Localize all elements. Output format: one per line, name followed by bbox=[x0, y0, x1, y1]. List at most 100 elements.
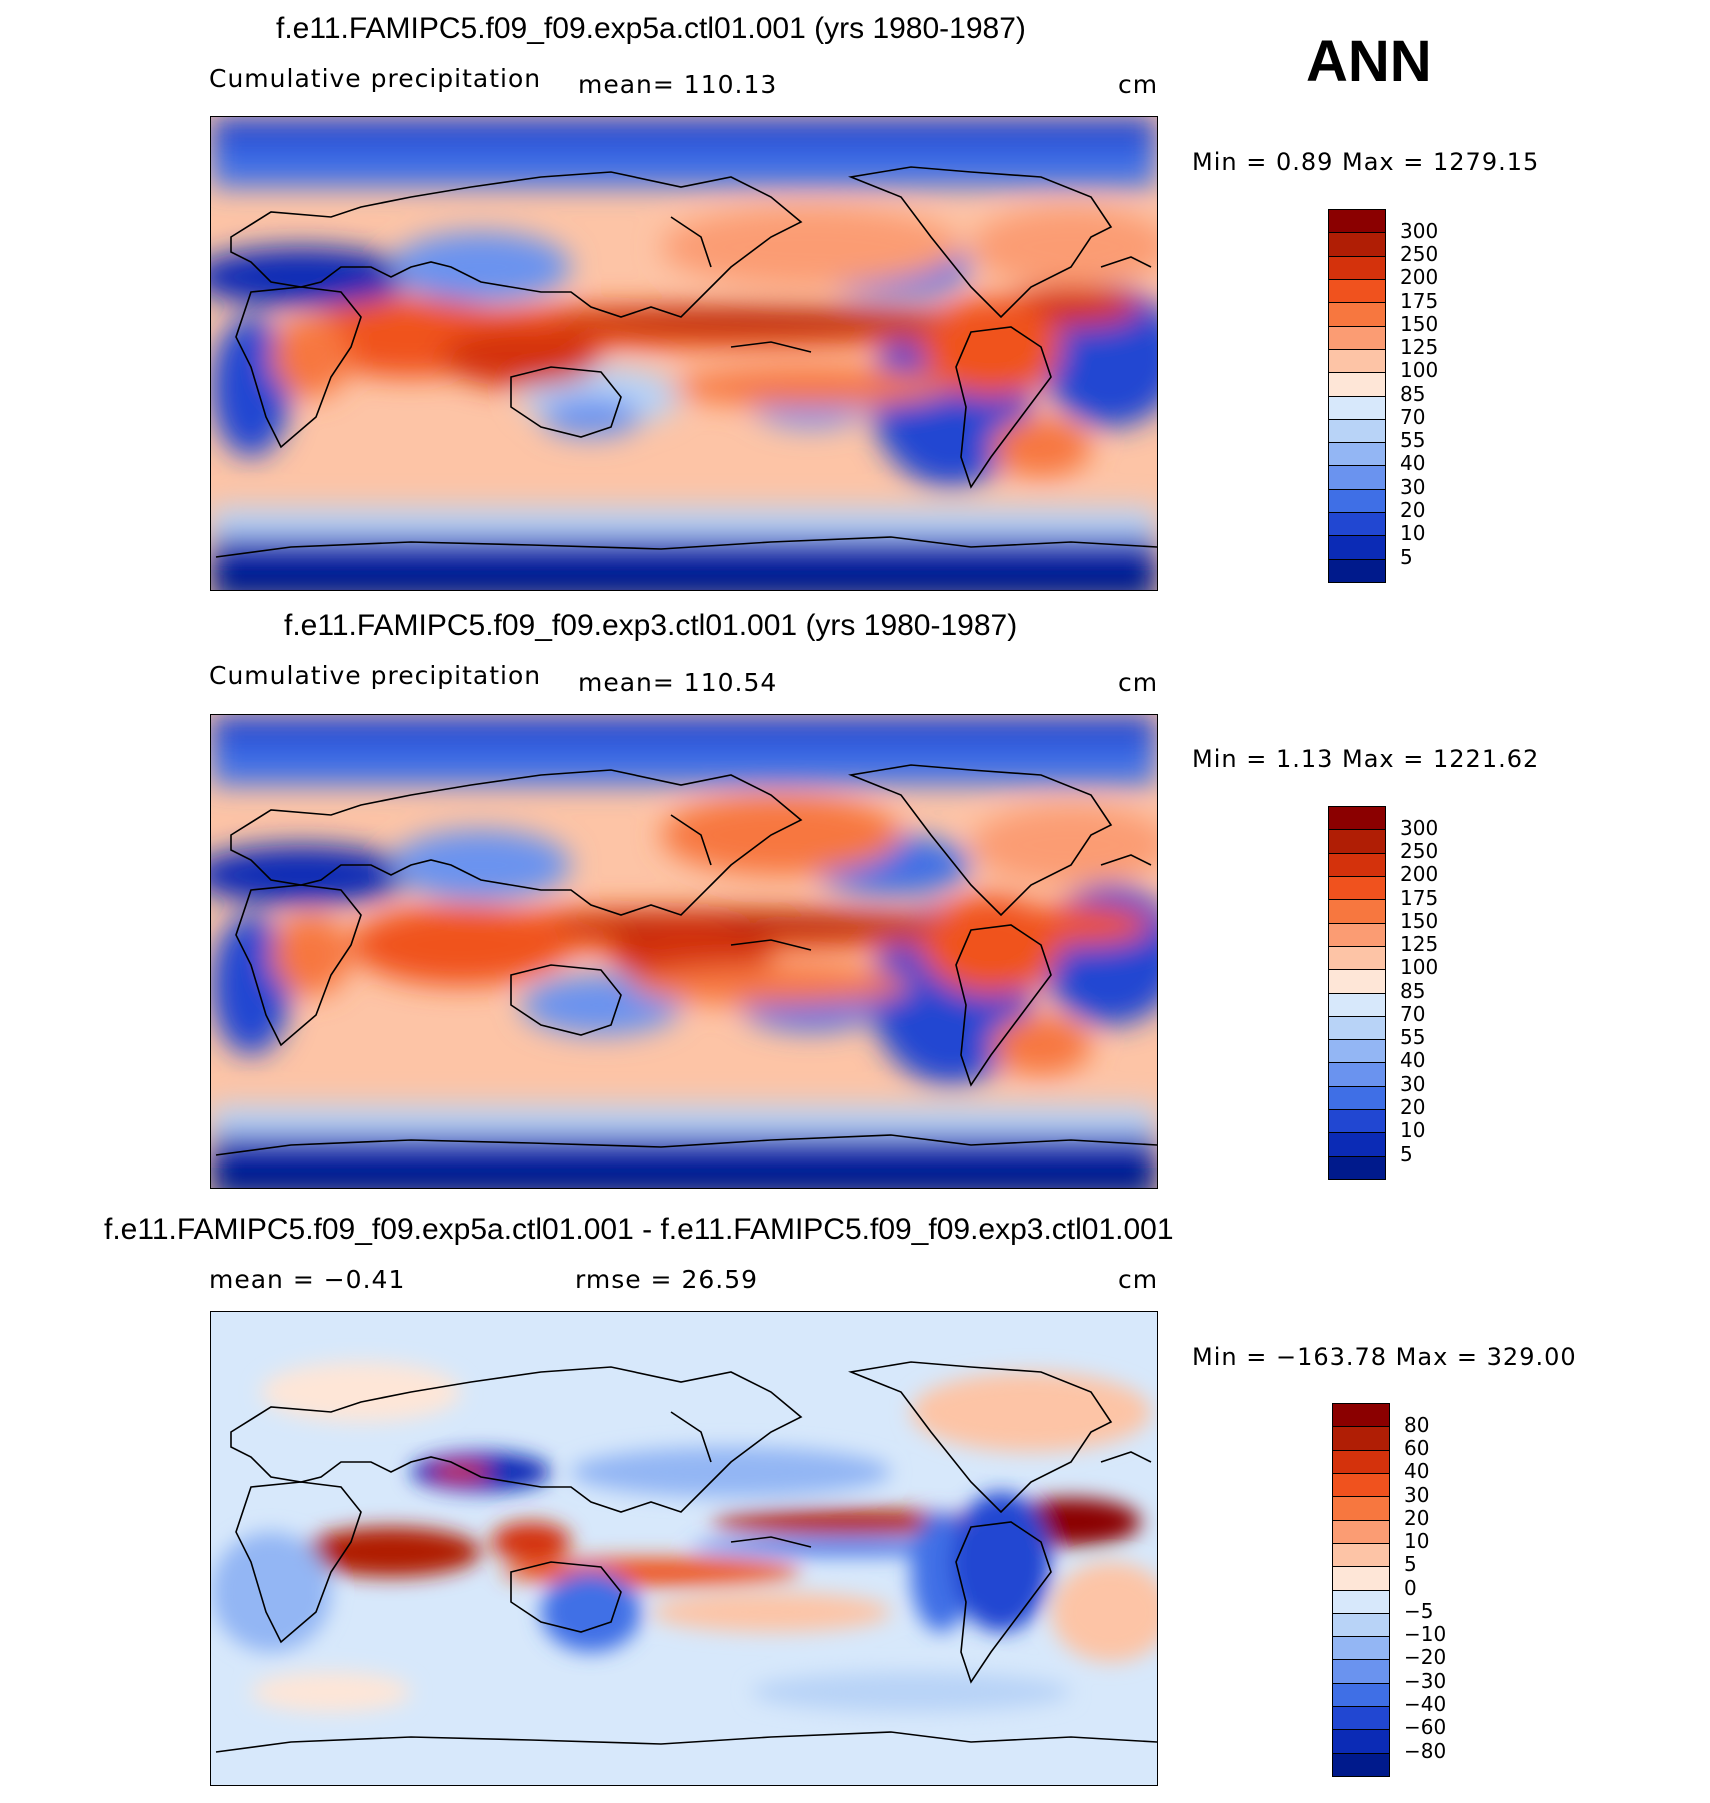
colorbar-tick-label: 10 bbox=[1400, 1118, 1426, 1142]
colorbar-swatch bbox=[1333, 1497, 1389, 1521]
colorbar-swatch bbox=[1329, 443, 1385, 467]
colorbar-swatch bbox=[1329, 279, 1385, 304]
panel1-variable-label: Cumulative precipitation bbox=[209, 64, 542, 93]
colorbar-tick-label: 250 bbox=[1400, 839, 1439, 863]
colorbar-tick-label: 5 bbox=[1400, 545, 1413, 569]
panel2-mean-label: mean= 110.54 bbox=[578, 668, 778, 697]
colorbar-swatch bbox=[1333, 1637, 1389, 1661]
panel3-colorbar-labels: 80 60 40 30 20 10 5 0 −5 −10 −20 −30 −40… bbox=[1404, 1403, 1484, 1775]
colorbar-tick-label: 10 bbox=[1400, 521, 1426, 545]
colorbar-swatch bbox=[1329, 210, 1385, 234]
colorbar-swatch bbox=[1329, 513, 1385, 537]
panel1-units-label: cm bbox=[1118, 70, 1159, 99]
colorbar-tick-label: 40 bbox=[1400, 1048, 1426, 1072]
panel2-colorbar-labels: 300 250 200 175 150 125 100 85 70 55 40 … bbox=[1400, 806, 1480, 1178]
colorbar-swatch bbox=[1329, 946, 1385, 971]
colorbar-swatch bbox=[1329, 876, 1385, 901]
colorbar-swatch bbox=[1333, 1683, 1389, 1708]
panel1-minmax: Min = 0.89 Max = 1279.15 bbox=[1192, 148, 1540, 176]
colorbar-tick-label: 150 bbox=[1400, 909, 1439, 933]
colorbar-tick-label: −10 bbox=[1404, 1622, 1447, 1646]
colorbar-swatch bbox=[1329, 923, 1385, 947]
colorbar-swatch bbox=[1333, 1567, 1389, 1591]
colorbar-tick-label: 60 bbox=[1404, 1436, 1430, 1460]
colorbar-swatch bbox=[1329, 489, 1385, 514]
panel1-map bbox=[210, 116, 1158, 591]
panel1-colorbar bbox=[1328, 209, 1386, 583]
colorbar-swatch bbox=[1329, 419, 1385, 444]
colorbar-swatch bbox=[1333, 1730, 1389, 1754]
panel2-minmax: Min = 1.13 Max = 1221.62 bbox=[1192, 745, 1540, 773]
colorbar-swatch bbox=[1329, 373, 1385, 397]
colorbar-swatch bbox=[1333, 1450, 1389, 1474]
colorbar-tick-label: −20 bbox=[1404, 1645, 1447, 1669]
panel3-colorbar bbox=[1332, 1403, 1390, 1777]
colorbar-swatch bbox=[1333, 1753, 1389, 1776]
colorbar-tick-label: 20 bbox=[1400, 1095, 1426, 1119]
panel2-colorbar bbox=[1328, 806, 1386, 1180]
panel3-rmse-label: rmse = 26.59 bbox=[575, 1265, 759, 1294]
colorbar-tick-label: 250 bbox=[1400, 242, 1439, 266]
colorbar-swatch bbox=[1329, 1063, 1385, 1087]
colorbar-tick-label: 0 bbox=[1404, 1576, 1417, 1600]
colorbar-swatch bbox=[1329, 559, 1385, 582]
colorbar-tick-label: 40 bbox=[1400, 451, 1426, 475]
panel3-minmax: Min = −163.78 Max = 329.00 bbox=[1192, 1343, 1577, 1371]
colorbar-swatch bbox=[1333, 1660, 1389, 1684]
colorbar-tick-label: 200 bbox=[1400, 265, 1439, 289]
panel3-units-label: cm bbox=[1118, 1265, 1159, 1294]
colorbar-tick-label: 300 bbox=[1400, 219, 1439, 243]
colorbar-tick-label: 20 bbox=[1404, 1506, 1430, 1530]
colorbar-tick-label: 5 bbox=[1404, 1552, 1417, 1576]
colorbar-swatch bbox=[1329, 900, 1385, 924]
panel3-title: f.e11.FAMIPC5.f09_f09.exp5a.ctl01.001 - … bbox=[104, 1213, 1174, 1246]
colorbar-swatch bbox=[1329, 1086, 1385, 1111]
colorbar-tick-label: 200 bbox=[1400, 862, 1439, 886]
colorbar-swatch bbox=[1333, 1404, 1389, 1428]
panel2-map bbox=[210, 714, 1158, 1189]
colorbar-swatch bbox=[1333, 1473, 1389, 1498]
colorbar-tick-label: 70 bbox=[1400, 1002, 1426, 1026]
colorbar-tick-label: 150 bbox=[1400, 312, 1439, 336]
colorbar-tick-label: 55 bbox=[1400, 428, 1426, 452]
panel2-variable-label: Cumulative precipitation bbox=[209, 661, 542, 690]
colorbar-swatch bbox=[1329, 256, 1385, 280]
colorbar-tick-label: 125 bbox=[1400, 932, 1439, 956]
colorbar-tick-label: 100 bbox=[1400, 358, 1439, 382]
colorbar-swatch bbox=[1329, 1156, 1385, 1179]
colorbar-swatch bbox=[1329, 466, 1385, 490]
panel3-mean-label: mean = −0.41 bbox=[209, 1265, 406, 1294]
colorbar-tick-label: −5 bbox=[1404, 1599, 1434, 1623]
colorbar-tick-label: 175 bbox=[1400, 886, 1439, 910]
colorbar-tick-label: 70 bbox=[1400, 405, 1426, 429]
colorbar-swatch bbox=[1329, 1110, 1385, 1134]
colorbar-swatch bbox=[1329, 303, 1385, 327]
colorbar-tick-label: 30 bbox=[1400, 1072, 1426, 1096]
colorbar-swatch bbox=[1329, 1016, 1385, 1041]
season-label: ANN bbox=[1306, 29, 1432, 94]
colorbar-swatch bbox=[1333, 1590, 1389, 1614]
colorbar-tick-label: 5 bbox=[1400, 1142, 1413, 1166]
colorbar-tick-label: 85 bbox=[1400, 979, 1426, 1003]
colorbar-swatch bbox=[1329, 1133, 1385, 1157]
panel1-title: f.e11.FAMIPC5.f09_f09.exp5a.ctl01.001 (y… bbox=[276, 12, 1026, 45]
colorbar-swatch bbox=[1333, 1427, 1389, 1451]
colorbar-swatch bbox=[1333, 1520, 1389, 1544]
colorbar-tick-label: −60 bbox=[1404, 1715, 1447, 1739]
colorbar-swatch bbox=[1329, 326, 1385, 350]
colorbar-tick-label: 55 bbox=[1400, 1025, 1426, 1049]
panel2-title: f.e11.FAMIPC5.f09_f09.exp3.ctl01.001 (yr… bbox=[284, 609, 1018, 642]
panel1-mean-label: mean= 110.13 bbox=[578, 70, 778, 99]
colorbar-tick-label: 20 bbox=[1400, 498, 1426, 522]
colorbar-tick-label: 30 bbox=[1404, 1483, 1430, 1507]
colorbar-swatch bbox=[1329, 396, 1385, 420]
panel2-units-label: cm bbox=[1118, 668, 1159, 697]
colorbar-tick-label: 100 bbox=[1400, 955, 1439, 979]
colorbar-swatch bbox=[1333, 1543, 1389, 1568]
colorbar-tick-label: 10 bbox=[1404, 1529, 1430, 1553]
colorbar-swatch bbox=[1329, 349, 1385, 374]
colorbar-swatch bbox=[1329, 233, 1385, 257]
colorbar-swatch bbox=[1329, 993, 1385, 1017]
panel1-colorbar-labels: 300 250 200 175 150 125 100 85 70 55 40 … bbox=[1400, 209, 1480, 581]
colorbar-tick-label: 85 bbox=[1400, 382, 1426, 406]
